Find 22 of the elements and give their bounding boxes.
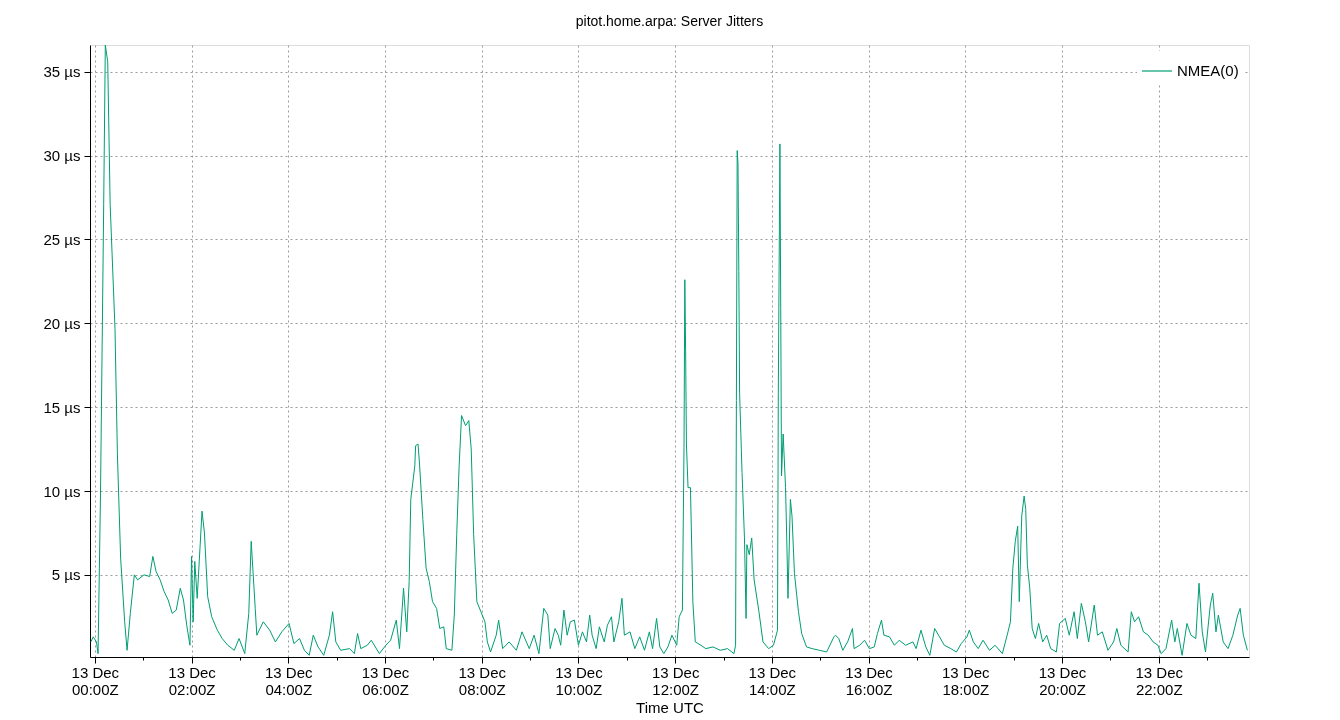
x-tick-label: 13 Dec 04:00Z [265, 663, 314, 698]
y-tick-label: 10 µs [43, 482, 81, 500]
chart-title: pitot.home.arpa: Server Jitters [575, 13, 764, 29]
x-tick-label: 13 Dec 12:00Z [651, 663, 700, 698]
x-tick-label: 13 Dec 02:00Z [168, 663, 217, 698]
y-tick-label: 5 µs [51, 566, 81, 584]
x-axis-title: Time UTC [636, 698, 705, 716]
y-tick-label: 35 µs [43, 63, 81, 81]
y-tick-label: 15 µs [43, 398, 81, 416]
x-tick-label: 13 Dec 06:00Z [361, 663, 410, 698]
y-tick-label: 30 µs [43, 147, 81, 165]
x-tick-label: 13 Dec 14:00Z [748, 663, 797, 698]
y-tick-label: 25 µs [43, 231, 81, 248]
y-tick-label: 20 µs [43, 314, 81, 332]
legend-label: NMEA(0) [1177, 62, 1239, 79]
x-tick-label: 13 Dec 10:00Z [555, 663, 604, 698]
x-tick-label: 13 Dec 08:00Z [458, 663, 507, 698]
x-tick-label: 13 Dec 18:00Z [942, 663, 991, 698]
x-tick-label: 13 Dec 22:00Z [1135, 663, 1184, 698]
x-tick-label: 13 Dec 00:00Z [71, 663, 120, 698]
x-tick-label: 13 Dec 20:00Z [1038, 663, 1087, 698]
x-tick-label: 13 Dec 16:00Z [845, 663, 894, 698]
